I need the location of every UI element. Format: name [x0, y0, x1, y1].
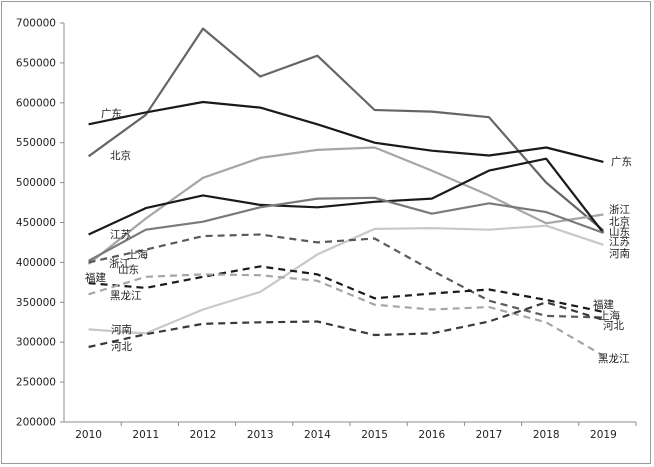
series-line-山东: [88, 196, 604, 262]
series-label-end: 广东: [611, 155, 632, 168]
series-label-start: 浙江: [109, 258, 130, 270]
series-label-end: 福建: [593, 298, 614, 311]
x-tick-label: 2017: [476, 429, 503, 441]
series-label-end: 江苏: [609, 235, 630, 248]
series-line-江苏: [88, 157, 605, 236]
x-tick-label: 2012: [190, 429, 217, 441]
series-label-start: 河南: [111, 323, 132, 336]
series-label-end: 浙江: [609, 204, 630, 216]
x-tick-label: 2018: [533, 429, 560, 441]
series-label-end: 河南: [609, 247, 630, 260]
series-label-start: 广东: [101, 107, 122, 120]
series-label-end: 河北: [603, 320, 624, 332]
series-line-河南: [88, 224, 604, 335]
series-label-end: 上海: [599, 309, 620, 322]
y-tick-label: 650000: [16, 57, 56, 69]
y-tick-label: 300000: [16, 337, 56, 349]
series-label-start: 黑龙江: [110, 289, 142, 302]
y-tick-label: 400000: [16, 257, 56, 269]
series-label-start: 福建: [85, 271, 106, 284]
x-tick-label: 2013: [247, 429, 274, 441]
y-tick-label: 200000: [16, 417, 56, 429]
y-tick-label: 350000: [16, 297, 56, 309]
series-label-end: 黑龙江: [598, 352, 630, 365]
x-tick-label: 2010: [75, 429, 102, 441]
y-tick-label: 250000: [16, 377, 56, 389]
series-line-黑龙江: [88, 273, 604, 357]
x-tick-label: 2016: [418, 429, 445, 441]
x-tick-label: 2014: [304, 429, 331, 441]
series-label-start: 河北: [111, 341, 132, 353]
y-tick-label: 700000: [16, 18, 56, 30]
series-line-上海: [88, 233, 604, 319]
series-line-广东: [88, 100, 604, 163]
series-label-start: 北京: [110, 149, 131, 162]
series-label-start: 上海: [127, 248, 148, 261]
series-line-浙江: [87, 146, 604, 265]
series-label-end: 山东: [609, 225, 630, 238]
y-tick-label: 600000: [16, 97, 56, 109]
y-tick-label: 550000: [16, 137, 56, 149]
series-line-福建: [88, 265, 604, 313]
x-tick-label: 2019: [590, 429, 617, 441]
y-tick-label: 450000: [16, 217, 56, 229]
series-label-start: 江苏: [110, 228, 131, 241]
series-label-start: 山东: [118, 263, 139, 276]
series-line-北京: [87, 27, 605, 232]
x-tick-label: 2011: [132, 429, 159, 441]
x-tick-label: 2015: [361, 429, 388, 441]
y-tick-label: 500000: [16, 177, 56, 189]
series-label-end: 北京: [609, 215, 630, 228]
series-line-河北: [88, 301, 604, 349]
